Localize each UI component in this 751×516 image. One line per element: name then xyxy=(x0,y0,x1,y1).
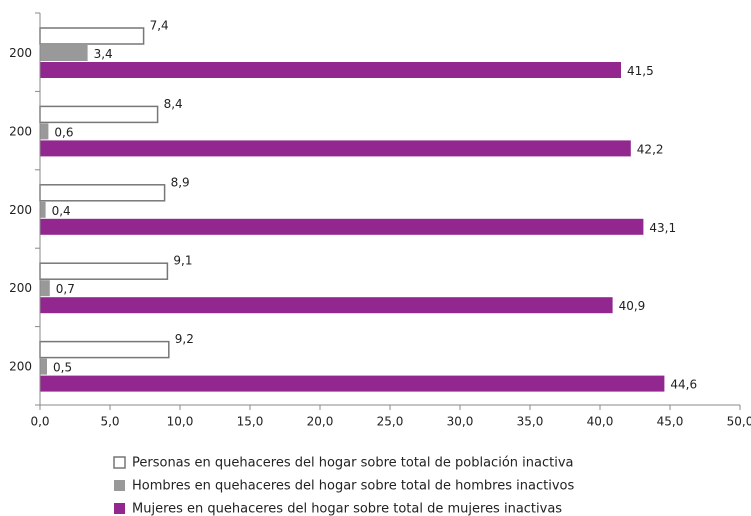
legend-label: Mujeres en quehaceres del hogar sobre to… xyxy=(132,502,562,516)
bar xyxy=(40,201,46,218)
x-tick-label: 35,0 xyxy=(517,415,544,429)
y-tick-label: 200 xyxy=(9,360,32,374)
data-label: 43,1 xyxy=(649,221,676,235)
data-label: 9,2 xyxy=(175,332,194,346)
data-label: 9,1 xyxy=(173,254,192,268)
x-tick-label: 10,0 xyxy=(167,415,194,429)
bar xyxy=(40,62,621,78)
y-tick-label: 200 xyxy=(9,46,32,60)
bar xyxy=(40,123,49,140)
x-tick-label: 40,0 xyxy=(587,415,614,429)
legend-label: Hombres en quehaceres del hogar sobre to… xyxy=(132,479,574,494)
data-label: 8,9 xyxy=(171,175,190,189)
legend-swatch xyxy=(114,480,125,491)
data-label: 44,6 xyxy=(670,378,697,392)
legend-swatch xyxy=(113,456,126,469)
x-tick-label: 30,0 xyxy=(447,415,474,429)
bar xyxy=(39,27,145,45)
y-tick-label: 200 xyxy=(9,281,32,295)
x-tick-label: 25,0 xyxy=(377,415,404,429)
y-tick-label: 200 xyxy=(9,124,32,138)
data-label: 8,4 xyxy=(164,97,183,111)
data-label: 42,2 xyxy=(637,142,664,156)
bar xyxy=(39,340,170,359)
data-label: 0,6 xyxy=(54,125,73,139)
data-label: 7,4 xyxy=(150,19,169,33)
bar xyxy=(40,218,644,235)
bar xyxy=(40,45,88,61)
data-label: 41,5 xyxy=(627,64,654,78)
y-tick-label: 200 xyxy=(9,203,32,217)
legend-swatch xyxy=(114,503,125,514)
data-label: 0,4 xyxy=(52,204,71,218)
x-tick-label: 50,0 xyxy=(727,415,751,429)
bar xyxy=(40,358,47,375)
data-label: 0,5 xyxy=(53,361,72,375)
bar xyxy=(40,297,613,314)
data-label: 40,9 xyxy=(619,299,646,313)
bar xyxy=(39,184,166,202)
data-label: 3,4 xyxy=(94,47,113,61)
x-tick-label: 5,0 xyxy=(100,415,119,429)
x-tick-label: 15,0 xyxy=(237,415,264,429)
x-tick-label: 20,0 xyxy=(307,415,334,429)
x-tick-label: 45,0 xyxy=(657,415,684,429)
bar xyxy=(40,375,665,392)
bar xyxy=(40,140,631,157)
bar xyxy=(39,262,169,280)
x-tick-label: 0,0 xyxy=(30,415,49,429)
bar xyxy=(39,105,159,124)
legend-label: Personas en quehaceres del hogar sobre t… xyxy=(132,456,573,471)
data-label: 0,7 xyxy=(56,282,75,296)
bar xyxy=(40,280,50,297)
